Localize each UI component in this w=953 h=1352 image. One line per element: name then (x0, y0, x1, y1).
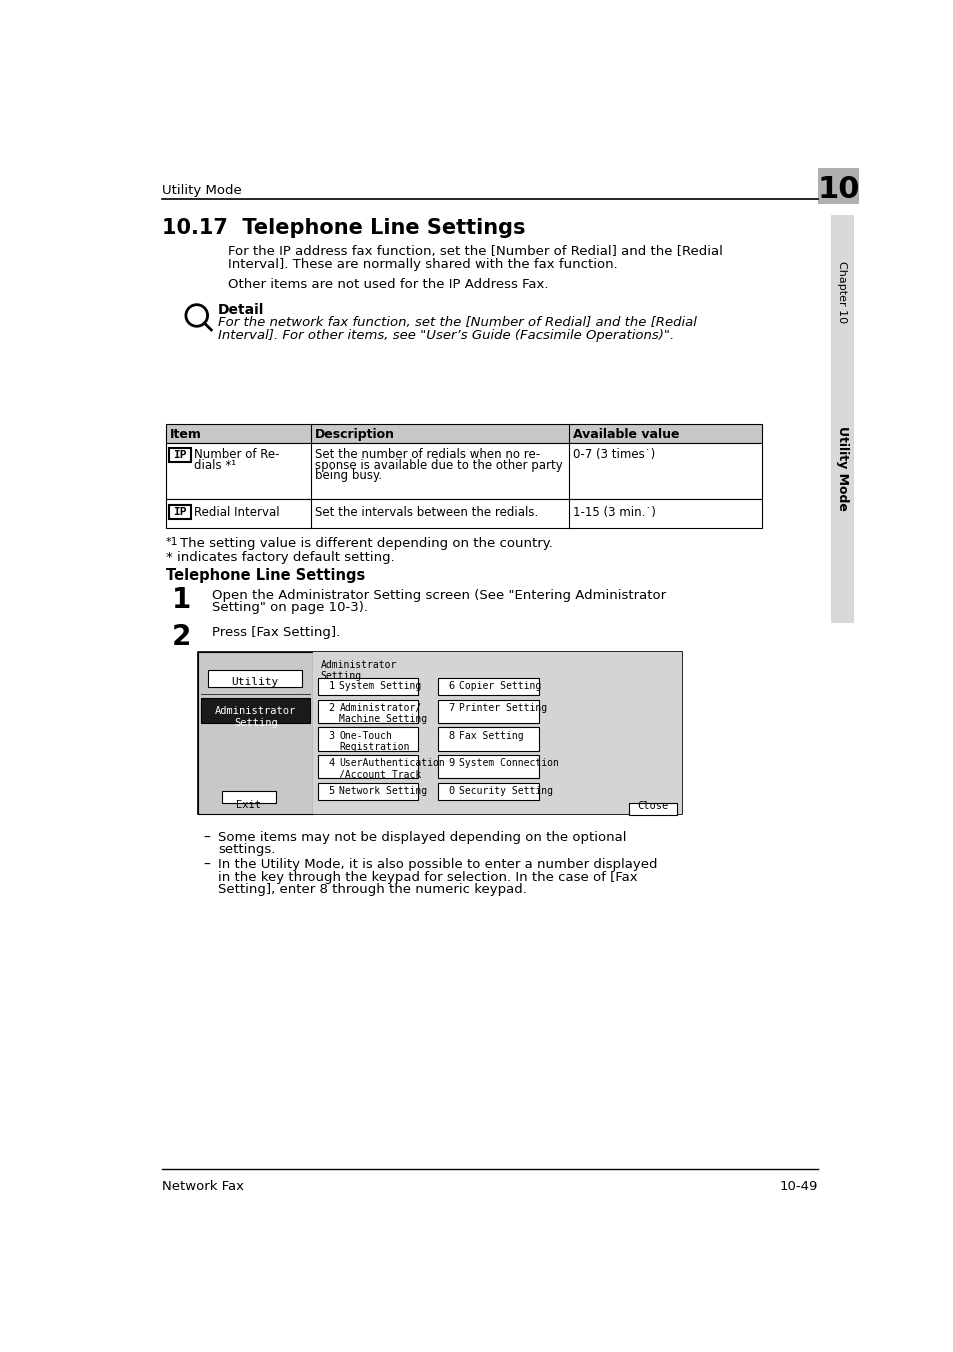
Bar (317, 679, 418, 695)
Text: 0-7 (3 times˙): 0-7 (3 times˙) (572, 448, 654, 461)
Text: Printer Setting: Printer Setting (459, 703, 547, 713)
Text: Press [Fax Setting].: Press [Fax Setting]. (212, 626, 340, 638)
Text: System Connection: System Connection (459, 758, 558, 768)
Text: IP: IP (172, 507, 186, 518)
Bar (437, 727, 537, 750)
Bar (437, 700, 537, 723)
Bar (208, 671, 302, 687)
Text: *1: *1 (166, 537, 178, 548)
Bar (629, 803, 677, 815)
Text: Redial Interval: Redial Interval (193, 507, 279, 519)
Text: Security Setting: Security Setting (459, 786, 553, 796)
Text: One-Touch
Registration: One-Touch Registration (339, 730, 410, 752)
Text: UserAuthentication
/Account Track: UserAuthentication /Account Track (339, 758, 445, 780)
Text: Set the number of redials when no re-: Set the number of redials when no re- (315, 448, 540, 461)
Text: Available value: Available value (572, 427, 679, 441)
Text: 1-15 (3 min.˙): 1-15 (3 min.˙) (572, 507, 655, 519)
Text: 2: 2 (328, 703, 335, 713)
Text: Description: Description (315, 427, 395, 441)
Bar (313, 652, 681, 814)
Text: For the network fax function, set the [Number of Redial] and the [Redial: For the network fax function, set the [N… (217, 316, 696, 330)
Bar (437, 756, 537, 779)
Text: 1: 1 (328, 681, 335, 691)
Text: Telephone Line Settings: Telephone Line Settings (166, 568, 365, 583)
Text: Utility: Utility (231, 677, 278, 687)
Text: System Setting: System Setting (339, 681, 421, 691)
Text: Set the intervals between the redials.: Set the intervals between the redials. (315, 507, 538, 519)
Bar (317, 756, 418, 779)
Text: 4: 4 (328, 758, 335, 768)
Bar (166, 499, 761, 529)
Text: –: – (203, 859, 210, 872)
Text: 10-49: 10-49 (780, 1180, 818, 1194)
Bar (317, 700, 418, 723)
Text: Administrator/
Machine Setting: Administrator/ Machine Setting (339, 703, 427, 725)
Text: 5: 5 (328, 786, 335, 796)
Text: in the key through the keypad for selection. In the case of [Fax: in the key through the keypad for select… (218, 871, 638, 884)
Bar (317, 727, 418, 750)
Bar (437, 783, 537, 800)
Text: Setting" on page 10-3).: Setting" on page 10-3). (212, 602, 368, 614)
Text: Network Fax: Network Fax (162, 1180, 244, 1194)
Text: sponse is available due to the other party: sponse is available due to the other par… (315, 458, 562, 472)
Text: * indicates factory default setting.: * indicates factory default setting. (166, 552, 395, 564)
Text: Fax Setting: Fax Setting (459, 730, 523, 741)
Bar (317, 783, 418, 800)
Text: 10: 10 (817, 174, 859, 204)
Bar (437, 679, 537, 695)
Text: Network Setting: Network Setting (339, 786, 427, 796)
Text: 3: 3 (328, 730, 335, 741)
Text: Item: Item (170, 427, 201, 441)
Bar (818, 169, 858, 204)
Text: IP: IP (172, 450, 186, 460)
Text: Interval]. These are normally shared with the fax function.: Interval]. These are normally shared wit… (228, 258, 617, 270)
Text: Other items are not used for the IP Address Fax.: Other items are not used for the IP Addr… (228, 277, 548, 291)
Bar (221, 791, 275, 803)
Text: Number of Re-: Number of Re- (193, 448, 279, 461)
Bar (169, 448, 191, 462)
Text: Utility Mode: Utility Mode (835, 426, 848, 511)
Bar (198, 652, 313, 814)
Text: 0: 0 (448, 786, 455, 796)
Text: 9: 9 (448, 758, 455, 768)
Text: dials *¹: dials *¹ (193, 458, 235, 472)
Bar (169, 504, 191, 519)
Text: 10.17  Telephone Line Settings: 10.17 Telephone Line Settings (162, 218, 525, 238)
Bar (198, 652, 681, 814)
Text: Detail: Detail (217, 303, 264, 318)
Text: In the Utility Mode, it is also possible to enter a number displayed: In the Utility Mode, it is also possible… (218, 859, 658, 871)
Text: Administrator
Setting: Administrator Setting (214, 706, 296, 729)
Text: 8: 8 (448, 730, 455, 741)
Text: Some items may not be displayed depending on the optional: Some items may not be displayed dependin… (218, 830, 626, 844)
Text: Close: Close (637, 802, 668, 811)
Text: For the IP address fax function, set the [Number of Redial] and the [Redial: For the IP address fax function, set the… (228, 246, 721, 258)
Text: Interval]. For other items, see "User’s Guide (Facsimile Operations)".: Interval]. For other items, see "User’s … (217, 329, 673, 342)
Text: Exit: Exit (236, 800, 261, 810)
Bar (201, 698, 310, 723)
Text: Administrator
Setting: Administrator Setting (320, 660, 396, 681)
Text: Open the Administrator Setting screen (See "Entering Administrator: Open the Administrator Setting screen (S… (212, 589, 666, 602)
Text: The setting value is different depending on the country.: The setting value is different depending… (179, 537, 552, 550)
Text: Utility Mode: Utility Mode (162, 184, 241, 197)
Text: being busy.: being busy. (315, 469, 382, 483)
Text: settings.: settings. (218, 842, 275, 856)
Text: Copier Setting: Copier Setting (459, 681, 541, 691)
Text: Chapter 10: Chapter 10 (837, 261, 846, 323)
Bar (166, 425, 761, 443)
Text: 2: 2 (172, 623, 192, 650)
Bar (166, 443, 761, 499)
Bar (830, 215, 853, 623)
Text: Setting], enter 8 through the numeric keypad.: Setting], enter 8 through the numeric ke… (218, 883, 527, 896)
Text: 6: 6 (448, 681, 455, 691)
Text: 7: 7 (448, 703, 455, 713)
Text: 1: 1 (172, 585, 191, 614)
Text: –: – (203, 830, 210, 845)
